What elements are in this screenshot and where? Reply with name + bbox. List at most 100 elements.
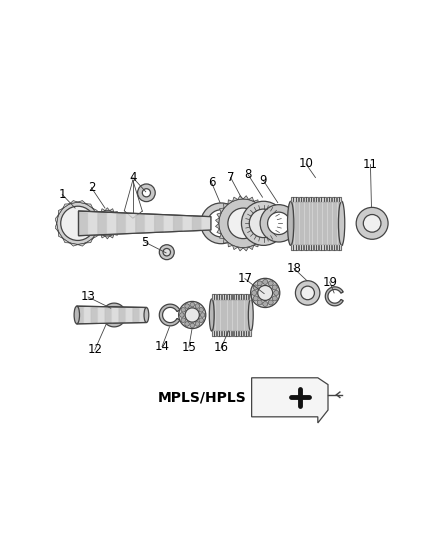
Text: 17: 17 <box>237 272 252 285</box>
Polygon shape <box>215 218 219 223</box>
Polygon shape <box>117 215 121 219</box>
Text: 9: 9 <box>259 174 267 187</box>
Polygon shape <box>223 239 228 243</box>
Polygon shape <box>233 197 238 201</box>
Polygon shape <box>55 223 58 231</box>
Circle shape <box>102 218 113 229</box>
Circle shape <box>179 302 206 328</box>
Polygon shape <box>63 204 70 208</box>
Polygon shape <box>58 231 63 238</box>
Circle shape <box>85 214 91 221</box>
Circle shape <box>195 322 200 326</box>
Circle shape <box>199 308 203 312</box>
Circle shape <box>257 300 262 305</box>
Polygon shape <box>223 204 228 208</box>
Polygon shape <box>217 229 221 234</box>
Circle shape <box>63 220 69 227</box>
Circle shape <box>190 323 194 328</box>
Circle shape <box>268 212 290 235</box>
Ellipse shape <box>248 299 253 331</box>
Circle shape <box>263 302 268 306</box>
Circle shape <box>61 206 95 240</box>
Polygon shape <box>55 215 58 223</box>
Circle shape <box>272 285 277 290</box>
Polygon shape <box>238 196 243 199</box>
Text: 19: 19 <box>322 276 337 288</box>
Text: 16: 16 <box>214 342 229 354</box>
Circle shape <box>263 279 268 285</box>
Circle shape <box>81 231 87 237</box>
Polygon shape <box>86 238 93 243</box>
Text: 5: 5 <box>141 236 148 248</box>
Polygon shape <box>70 200 78 204</box>
Polygon shape <box>63 238 70 243</box>
Ellipse shape <box>287 201 294 245</box>
Polygon shape <box>254 200 258 204</box>
Circle shape <box>163 248 170 256</box>
Circle shape <box>301 286 314 300</box>
Polygon shape <box>101 208 105 212</box>
Circle shape <box>252 290 257 295</box>
Polygon shape <box>92 223 95 228</box>
Circle shape <box>57 202 99 245</box>
Text: MPLS/HPLS: MPLS/HPLS <box>158 391 247 405</box>
Circle shape <box>185 308 199 322</box>
Circle shape <box>295 281 320 305</box>
Circle shape <box>190 302 194 307</box>
FancyBboxPatch shape <box>212 299 251 331</box>
Circle shape <box>257 281 262 286</box>
Circle shape <box>195 304 200 308</box>
Circle shape <box>249 209 278 238</box>
Polygon shape <box>267 223 271 229</box>
Circle shape <box>219 199 268 248</box>
Polygon shape <box>249 245 254 249</box>
Polygon shape <box>101 235 105 238</box>
Polygon shape <box>97 212 101 215</box>
Ellipse shape <box>74 306 80 324</box>
Circle shape <box>81 210 87 216</box>
Polygon shape <box>86 204 93 208</box>
Circle shape <box>251 278 280 308</box>
Text: 13: 13 <box>81 290 95 303</box>
Circle shape <box>61 207 94 240</box>
Polygon shape <box>219 208 224 213</box>
Polygon shape <box>228 243 233 247</box>
Circle shape <box>253 285 258 290</box>
Polygon shape <box>78 243 86 246</box>
Circle shape <box>138 184 155 201</box>
Polygon shape <box>78 200 86 204</box>
Polygon shape <box>110 208 114 212</box>
Text: 8: 8 <box>244 168 252 181</box>
Circle shape <box>69 210 75 216</box>
Polygon shape <box>267 218 271 223</box>
Polygon shape <box>265 229 269 234</box>
Text: 2: 2 <box>88 181 95 194</box>
Polygon shape <box>265 213 269 218</box>
Polygon shape <box>228 200 233 204</box>
Polygon shape <box>105 236 110 239</box>
Polygon shape <box>243 247 249 251</box>
Polygon shape <box>114 232 117 235</box>
Polygon shape <box>94 215 98 219</box>
Polygon shape <box>258 239 263 243</box>
Text: 10: 10 <box>299 157 313 171</box>
Polygon shape <box>159 304 180 326</box>
Polygon shape <box>262 234 267 239</box>
Polygon shape <box>249 197 254 201</box>
Polygon shape <box>117 228 121 232</box>
Circle shape <box>268 300 273 305</box>
Ellipse shape <box>144 308 149 322</box>
Circle shape <box>85 226 91 232</box>
Ellipse shape <box>339 201 345 245</box>
Ellipse shape <box>209 299 214 331</box>
Polygon shape <box>97 223 101 231</box>
Text: 12: 12 <box>87 343 102 357</box>
Polygon shape <box>102 303 125 327</box>
Circle shape <box>241 201 286 245</box>
Circle shape <box>142 189 151 197</box>
Polygon shape <box>325 287 343 306</box>
Polygon shape <box>120 219 123 223</box>
Polygon shape <box>105 208 110 211</box>
Polygon shape <box>92 219 95 223</box>
FancyBboxPatch shape <box>291 201 342 245</box>
